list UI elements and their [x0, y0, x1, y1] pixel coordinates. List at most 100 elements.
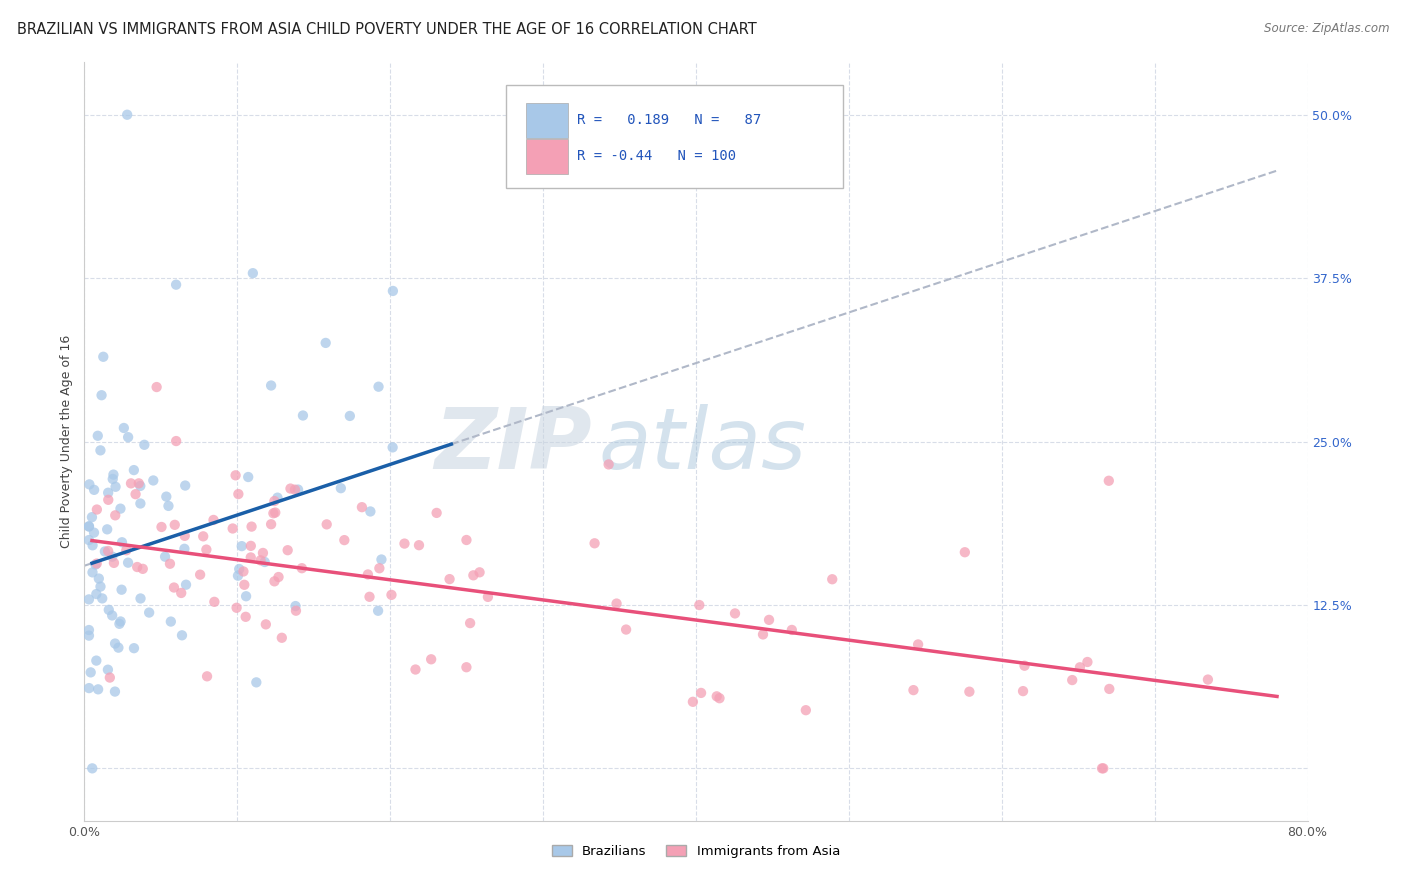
Text: R =   0.189   N =   87: R = 0.189 N = 87 [578, 113, 762, 127]
Point [370, 552, 392, 566]
Point [83, 525, 105, 540]
Point [112, 421, 135, 435]
Point [1091, 761, 1114, 775]
Point [129, 496, 152, 510]
Point [77, 519, 100, 533]
Point [84, 558, 107, 572]
Point [160, 615, 183, 629]
Point [235, 589, 257, 603]
Point [957, 684, 980, 698]
Point [138, 606, 160, 620]
Point [120, 476, 142, 491]
Point [682, 695, 704, 709]
Point [77, 519, 100, 533]
Point [98, 671, 121, 685]
Point [77, 533, 100, 547]
Point [77, 629, 100, 643]
Point [614, 623, 637, 637]
Point [170, 586, 193, 600]
Point [115, 543, 138, 558]
Point [380, 588, 402, 602]
Point [233, 578, 256, 592]
Point [132, 562, 155, 576]
Point [350, 500, 373, 515]
Point [439, 572, 461, 586]
Point [260, 378, 283, 392]
Point [155, 490, 177, 504]
Point [253, 555, 276, 569]
Point [367, 380, 389, 394]
Point [173, 541, 195, 556]
Point [463, 568, 485, 582]
Point [228, 562, 250, 576]
Point [226, 568, 249, 582]
Point [359, 590, 381, 604]
Point [263, 574, 285, 589]
Point [87, 682, 110, 697]
Point [1098, 681, 1121, 696]
Point [173, 529, 195, 543]
Text: Source: ZipAtlas.com: Source: ZipAtlas.com [1264, 22, 1389, 36]
Point [238, 470, 260, 484]
Point [291, 409, 314, 423]
Point [103, 467, 125, 482]
Point [108, 616, 131, 631]
Point [235, 609, 257, 624]
Point [82, 566, 104, 580]
Point [280, 482, 302, 496]
Point [262, 506, 284, 520]
Point [87, 572, 110, 586]
Point [174, 478, 197, 492]
Point [101, 472, 124, 486]
Point [368, 561, 391, 575]
Point [1092, 761, 1115, 775]
Point [77, 592, 100, 607]
Text: atlas: atlas [598, 404, 806, 487]
Point [188, 567, 211, 582]
Point [245, 675, 267, 690]
Point [163, 581, 186, 595]
Point [420, 652, 443, 666]
Point [195, 542, 218, 557]
Point [165, 277, 187, 292]
Point [129, 479, 152, 493]
Point [193, 529, 215, 543]
Point [83, 483, 105, 497]
Point [291, 561, 314, 575]
Point [82, 538, 104, 552]
Point [690, 686, 713, 700]
Point [101, 549, 124, 564]
Point [90, 388, 112, 402]
Point [231, 539, 253, 553]
Point [381, 441, 404, 455]
Point [134, 438, 156, 452]
Point [405, 663, 427, 677]
Point [104, 636, 127, 650]
Point [242, 266, 264, 280]
Point [706, 690, 728, 704]
Point [953, 545, 976, 559]
FancyBboxPatch shape [506, 85, 842, 187]
Point [127, 560, 149, 574]
Point [240, 519, 263, 533]
Point [285, 604, 308, 618]
Point [202, 513, 225, 527]
Point [1076, 655, 1098, 669]
Point [239, 550, 262, 565]
Point [477, 590, 499, 604]
Point [232, 565, 254, 579]
Point [903, 683, 925, 698]
Point [357, 567, 380, 582]
Point [367, 604, 389, 618]
Point [758, 613, 780, 627]
Point [96, 522, 118, 536]
Point [598, 458, 620, 472]
Point [1014, 658, 1036, 673]
Point [110, 501, 132, 516]
Point [583, 536, 606, 550]
Point [456, 533, 478, 547]
Point [122, 463, 145, 477]
Y-axis label: Child Poverty Under the Age of 16: Child Poverty Under the Age of 16 [60, 334, 73, 549]
Point [129, 591, 152, 606]
Point [263, 494, 285, 508]
